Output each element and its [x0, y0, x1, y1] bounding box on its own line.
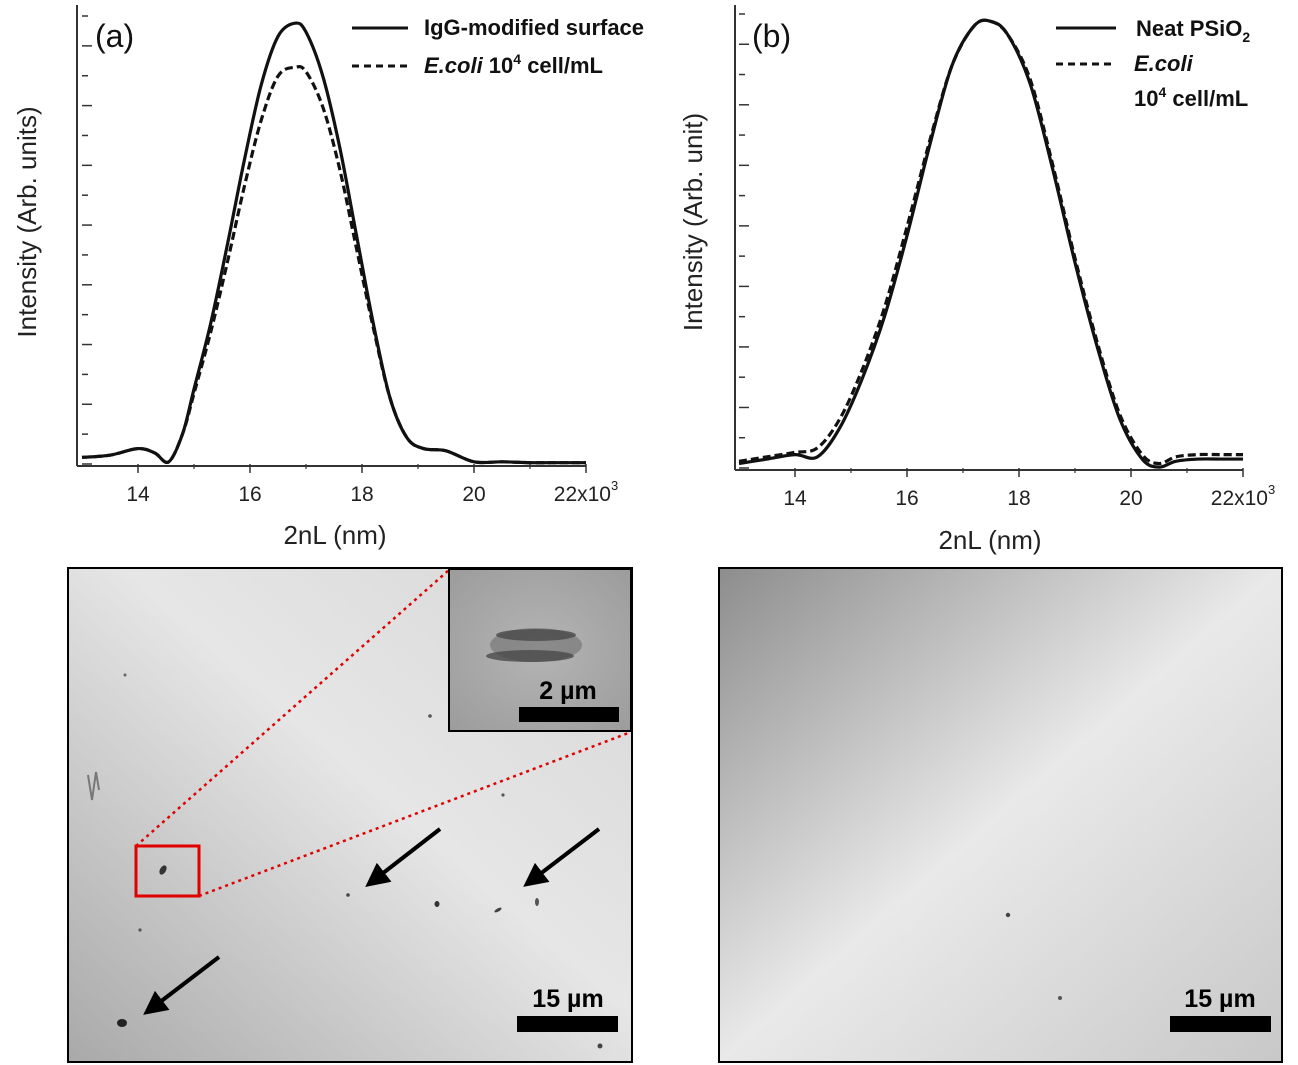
x-tick-label: 20 [1119, 487, 1142, 510]
x-tick-exponent: 3 [611, 478, 618, 493]
legend-a: IgG-modified surface E.coli 104 cell/mL [352, 15, 644, 78]
cell-speck [159, 865, 167, 875]
x-tick-label: 16 [895, 487, 918, 510]
bacterium-edge [486, 650, 574, 662]
arrow-pointer [523, 827, 601, 887]
x-tick-label: 22x103 [1211, 482, 1275, 510]
panel-label-a: (a) [95, 18, 134, 54]
y-ticks-a [82, 15, 92, 465]
series-line-1 [81, 65, 586, 465]
series-line-0 [738, 18, 1243, 469]
right-scale-bar [1170, 1016, 1271, 1032]
x-tick-label: 16 [238, 483, 261, 506]
cell-speck [1005, 912, 1011, 918]
panel-label-b: (b) [752, 18, 791, 54]
zoom-box [134, 844, 201, 898]
x-tick-label: 20 [462, 483, 485, 506]
cell-speck [501, 793, 505, 797]
x-tick-label: 18 [1007, 487, 1030, 510]
y-ticks-b [739, 13, 749, 469]
cell-speck [597, 1043, 603, 1049]
y-axis-title-b: Intensity (Arb. unit) [678, 113, 708, 331]
series-line-1 [738, 18, 1243, 466]
cell-speck [346, 893, 350, 897]
series-group-b [738, 18, 1243, 469]
inset-scale-bar [519, 707, 619, 722]
x-axis-title-a: 2nL (nm) [283, 520, 386, 550]
x-ticks-b: 14 16 18 20 22x103 [783, 468, 1275, 510]
cell-speck [123, 673, 127, 677]
series-line-0 [81, 21, 586, 465]
legend-label-a-0: IgG-modified surface [424, 15, 644, 40]
micrograph-right-frame [718, 567, 1283, 1063]
cell-speck [434, 901, 440, 907]
series-group-a [81, 21, 586, 465]
arrow-pointer [143, 955, 221, 1015]
legend-label-a-1: E.coli 104 cell/mL [424, 51, 603, 78]
y-axis-title-a: Intensity (Arb. units) [12, 106, 42, 337]
arrow-pointer [365, 827, 442, 887]
chart-a: (a) 14 16 18 20 22x103 2nL (nm) Intensity (A… [12, 5, 644, 550]
inset-scale-label: 2 µm [539, 677, 596, 705]
legend-label-b-1b: 104 cell/mL [1134, 84, 1248, 111]
x-axis-title-b: 2nL (nm) [938, 525, 1041, 555]
chart-b: (b) 14 16 18 20 22x103 2nL (nm) Intensity (A… [678, 5, 1275, 555]
micrograph-right: 15 µm [718, 567, 1283, 1063]
legend-label-b-0: Neat PSiO2 [1136, 16, 1250, 45]
micrograph-left: 2 µm 15 µm [67, 567, 633, 1063]
left-scale-label: 15 µm [532, 985, 603, 1013]
x-ticks-a: 14 16 18 20 22x103 [126, 464, 618, 506]
cell-speck [494, 907, 502, 913]
cell-speck [535, 898, 539, 906]
cell-speck [117, 1019, 127, 1027]
x-tick-label: 14 [126, 483, 150, 506]
legend-label-b-1a: E.coli [1134, 51, 1194, 76]
x-tick-label: 18 [350, 483, 373, 506]
zoom-line-bottom [198, 730, 632, 898]
bacterium-edge [496, 629, 576, 641]
cell-speck [1058, 996, 1062, 1000]
debris-mark [87, 771, 100, 801]
cell-speck [138, 928, 142, 932]
x-tick-exponent: 3 [1268, 482, 1275, 497]
right-scale-label: 15 µm [1184, 985, 1255, 1013]
x-tick-label: 14 [783, 487, 807, 510]
x-tick-label: 22x103 [554, 478, 618, 506]
cell-speck [428, 714, 432, 718]
legend-b: Neat PSiO2 E.coli 104 cell/mL [1056, 16, 1250, 111]
left-scale-bar [517, 1016, 618, 1032]
